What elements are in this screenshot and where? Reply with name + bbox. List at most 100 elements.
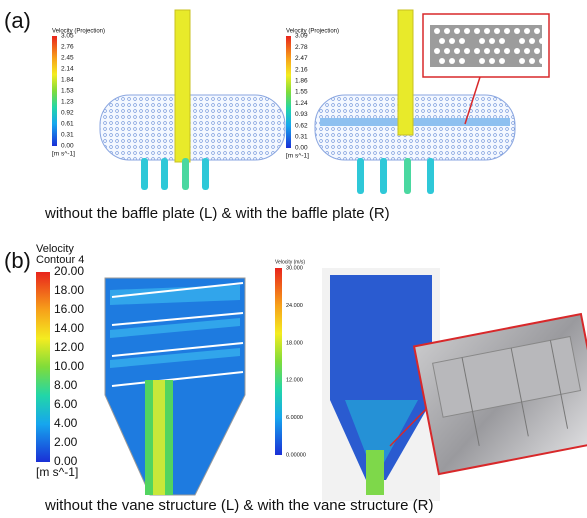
hole [444,48,450,54]
baffle [320,118,510,126]
hole [519,58,525,64]
legend-tick-label: 1.86 [295,78,308,85]
hole [484,28,490,34]
hole [514,28,520,34]
hole [529,38,535,44]
hole [499,38,505,44]
legend-tick-label: 10.00 [54,359,84,373]
legend-tick-label: 30.000 [286,265,303,271]
hole [484,48,490,54]
legend-unit: [m s^-1] [286,153,309,160]
legend-title: Velocity (m/s) [275,259,305,265]
color-bar [275,268,282,455]
hole [479,38,485,44]
hole [459,38,465,44]
panel-label: (b) [4,248,31,273]
hole [539,38,545,44]
hole [489,58,495,64]
hole [449,58,455,64]
tank-left [100,10,285,190]
legend-tick-label: 1.55 [295,89,308,96]
legend-tick-label: 14.00 [54,321,84,335]
inset-photo [414,314,587,474]
outlet [202,158,209,190]
caption: without the vane structure (L) & with th… [44,497,434,514]
legend-tick-label: 6.00 [54,397,78,411]
hole [474,28,480,34]
hole [489,38,495,44]
hole [539,58,545,64]
legend-tick-label: 2.78 [295,44,308,51]
hole [444,28,450,34]
legend-tick-label: 2.16 [295,66,308,73]
legend-tick-label: 18.000 [286,340,303,346]
hole [459,58,465,64]
legend-tick-label: 18.00 [54,283,84,297]
jet-core [153,380,165,495]
legend-tick-label: 8.00 [54,378,78,392]
tank-body [100,95,285,160]
hole [439,38,445,44]
legend-tick-label: 0.00 [295,145,308,152]
outlet [427,158,434,194]
legend-tick-label: 0.00 [61,143,74,150]
outlet [161,158,168,190]
hole [434,28,440,34]
hole [534,28,540,34]
legend-tick-label: 1.24 [295,100,308,107]
legend-tick-label: 3.09 [295,33,308,40]
hole [494,48,500,54]
legend-tick-label: 0.31 [295,134,308,141]
hole [454,48,460,54]
jet [366,450,384,495]
legend-tick-label: 0.62 [295,122,308,129]
legend-tick-label: 2.00 [54,435,78,449]
hole [504,48,510,54]
color-bar [286,36,291,148]
legend-tick-label: 2.76 [61,44,74,51]
legend-tick-label: 1.84 [61,77,74,84]
legend-tick-label: 20.00 [54,264,84,278]
legend-title: Velocity (Projection) [52,29,105,35]
outlet [182,158,189,190]
outlet [404,158,411,194]
hole [499,58,505,64]
legend-unit: [m s^-1] [36,465,78,479]
legend-tick-label: 6.0000 [286,415,303,421]
inlet-pipe [398,10,413,135]
outlet [357,158,364,194]
legend-tick-label: 24.000 [286,303,303,309]
hole [434,48,440,54]
inlet-pipe [175,10,190,162]
outlet [141,158,148,190]
hole [494,28,500,34]
legend-tick-label: 2.45 [61,55,74,62]
legend-tick-label: 0.61 [61,121,74,128]
hole [514,48,520,54]
panel-label: (a) [4,8,31,33]
hole [534,48,540,54]
legend-tick-label: 12.000 [286,378,303,384]
legend-tick-label: 1.53 [61,88,74,95]
hole [464,28,470,34]
legend-tick-label: 4.00 [54,416,78,430]
caption: without the baffle plate (L) & with the … [44,205,390,222]
legend-tick-label: 0.00000 [286,452,306,458]
hole [524,28,530,34]
hole [474,48,480,54]
hole [479,58,485,64]
legend-tick-label: 16.00 [54,302,84,316]
hole [449,38,455,44]
hole [524,48,530,54]
legend-tick-label: 0.93 [295,111,308,118]
hole [454,28,460,34]
hole [529,58,535,64]
vessel-body [105,278,245,495]
tank-body [315,95,515,160]
legend-tick-label: 12.00 [54,340,84,354]
legend-tick-label: 0.31 [61,132,74,139]
vessel-left [105,278,245,495]
hole [504,28,510,34]
color-bar [36,272,50,462]
hole [519,38,525,44]
